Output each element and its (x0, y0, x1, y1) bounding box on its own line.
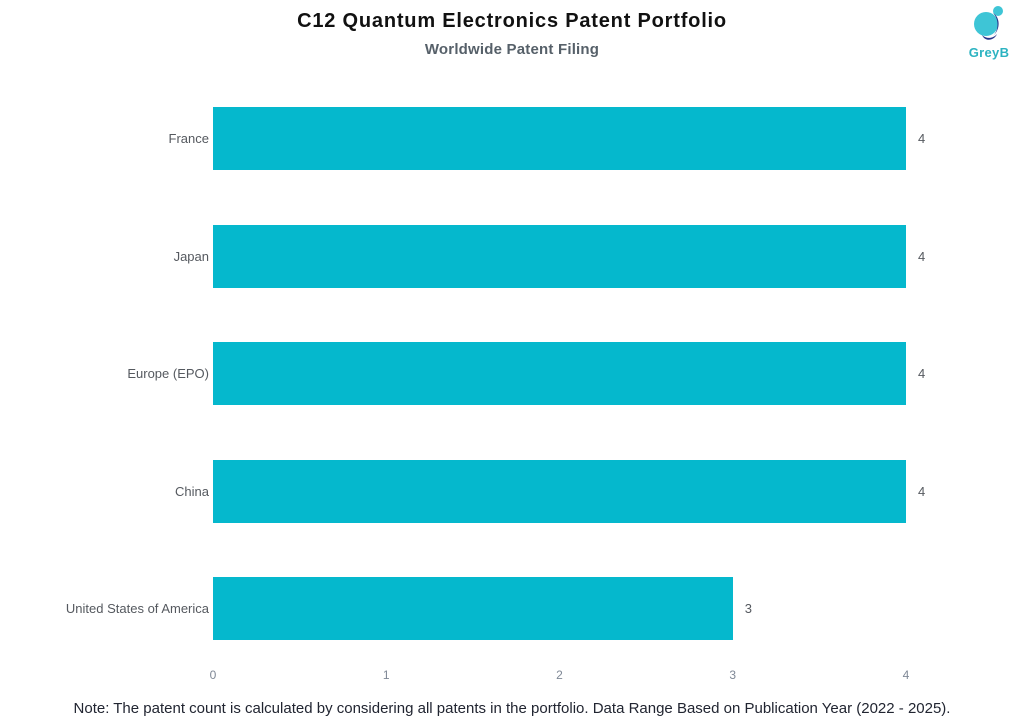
footer-note: Note: The patent count is calculated by … (73, 700, 951, 717)
value-label: 3 (744, 601, 752, 617)
x-axis: 0 1 2 3 4 (209, 668, 910, 686)
chart-row: France 4 (0, 80, 1024, 198)
x-axis-tick: 1 (382, 668, 390, 682)
x-axis-tick: 3 (729, 668, 737, 682)
chart-title: C12 Quantum Electronics Patent Portfolio (297, 10, 727, 32)
category-label: Europe (EPO) (127, 366, 209, 382)
bar-china (213, 459, 906, 523)
bar-japan (213, 224, 906, 288)
category-label: France (168, 131, 209, 147)
value-label: 4 (918, 248, 926, 264)
bar-united-states-of-america (213, 577, 733, 641)
bar-area: 3 (213, 550, 1024, 668)
category-label: China (175, 483, 209, 499)
x-axis-tick: 4 (902, 668, 910, 682)
chart-row: China 4 (0, 433, 1024, 551)
value-label: 4 (918, 131, 926, 147)
greyb-logo-icon (970, 4, 1008, 44)
bar-chart-plot-area: France 4 Japan 4 Europe (EPO) 4 China 4 United S… (0, 80, 1024, 668)
bar-area: 4 (213, 433, 1024, 551)
bar-area: 4 (213, 80, 1024, 198)
category-label: United States of America (65, 601, 209, 617)
bar-france (213, 107, 906, 171)
value-label: 4 (918, 483, 926, 499)
x-axis-tick: 2 (556, 668, 563, 682)
greyb-logo: GreyB (958, 4, 1020, 62)
bar-area: 4 (213, 315, 1024, 433)
chart-row: Europe (EPO) 4 (0, 315, 1024, 433)
chart-subtitle: Worldwide Patent Filing (424, 41, 600, 58)
bar-area: 4 (213, 198, 1024, 316)
chart-row: Japan 4 (0, 198, 1024, 316)
x-axis-tick: 0 (209, 668, 217, 682)
chart-row: United States of America 3 (0, 550, 1024, 668)
category-label: Japan (173, 248, 209, 264)
greyb-logo-wordmark: GreyB (968, 45, 1010, 60)
bar-europe-epo- (213, 342, 906, 406)
value-label: 4 (918, 366, 926, 382)
